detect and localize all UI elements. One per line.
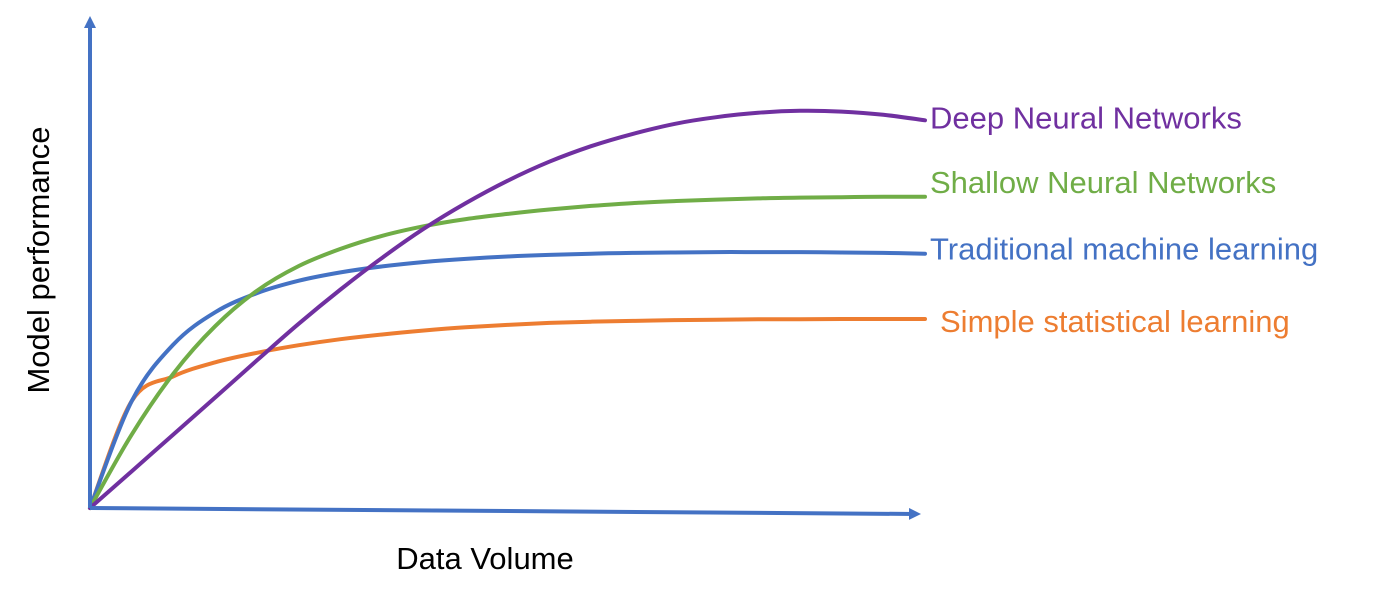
series-line-deep-neural-networks [88,108,927,510]
series-layer [88,108,927,510]
series-labels: Deep Neural Networks Shallow Neural Netwo… [930,100,1318,339]
series-line-simple-statistical-learning [88,316,927,510]
x-axis-label: Data Volume [396,541,574,576]
series-label-traditional-machine-learning: Traditional machine learning [930,232,1318,267]
y-axis-label: Model performance [21,126,56,393]
series-label-simple-statistical-learning: Simple statistical learning [940,304,1290,339]
series-line-traditional-machine-learning [88,250,927,510]
x-axis [89,506,921,520]
series-label-deep-neural-networks: Deep Neural Networks [930,100,1242,135]
series-label-shallow-neural-networks: Shallow Neural Networks [930,165,1276,200]
series-line-shallow-neural-networks [88,194,927,510]
